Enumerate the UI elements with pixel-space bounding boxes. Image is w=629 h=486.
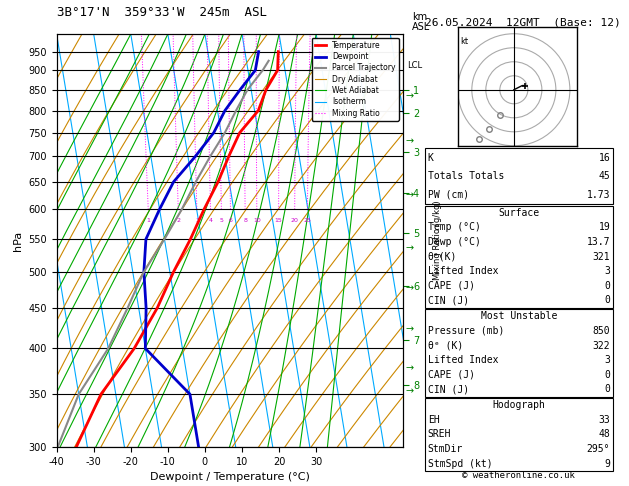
Text: 3B°17'N  359°33'W  245m  ASL: 3B°17'N 359°33'W 245m ASL [57,6,267,19]
Text: LCL: LCL [407,61,422,70]
Text: →: → [406,284,414,294]
Text: 3: 3 [604,355,610,365]
Text: SREH: SREH [428,430,451,439]
Text: 0: 0 [604,370,610,380]
Text: 9: 9 [604,459,610,469]
Text: 16: 16 [598,153,610,162]
Text: 0: 0 [604,295,610,305]
Text: 20: 20 [291,218,299,224]
Y-axis label: hPa: hPa [13,230,23,251]
Text: →: → [406,386,414,397]
Text: Lifted Index: Lifted Index [428,266,498,276]
Text: Hodograph: Hodograph [493,400,545,410]
X-axis label: Dewpoint / Temperature (°C): Dewpoint / Temperature (°C) [150,472,309,483]
Text: 322: 322 [593,341,610,350]
Text: CIN (J): CIN (J) [428,295,469,305]
Text: 13.7: 13.7 [587,237,610,247]
Text: K: K [428,153,433,162]
Text: Temp (°C): Temp (°C) [428,223,481,232]
Text: 26.05.2024  12GMT  (Base: 12): 26.05.2024 12GMT (Base: 12) [425,17,620,27]
Text: PW (cm): PW (cm) [428,190,469,200]
Text: CAPE (J): CAPE (J) [428,281,475,291]
Text: Totals Totals: Totals Totals [428,171,504,181]
Text: →: → [406,364,414,373]
Text: 1: 1 [147,218,151,224]
Text: 0: 0 [604,281,610,291]
Text: →: → [406,325,414,334]
Text: Surface: Surface [498,208,540,218]
Text: Lifted Index: Lifted Index [428,355,498,365]
Legend: Temperature, Dewpoint, Parcel Trajectory, Dry Adiabat, Wet Adiabat, Isotherm, Mi: Temperature, Dewpoint, Parcel Trajectory… [311,38,399,121]
Text: © weatheronline.co.uk: © weatheronline.co.uk [462,471,576,480]
Text: 5: 5 [220,218,223,224]
Text: →: → [406,243,414,253]
Text: 6: 6 [229,218,233,224]
Text: kt: kt [460,36,469,46]
Text: 33: 33 [598,415,610,425]
Text: 15: 15 [275,218,282,224]
Text: 3: 3 [195,218,199,224]
Text: StmDir: StmDir [428,444,463,454]
Text: 19: 19 [598,223,610,232]
Text: StmSpd (kt): StmSpd (kt) [428,459,493,469]
Text: 3: 3 [604,266,610,276]
Text: 8: 8 [243,218,247,224]
Text: 48: 48 [598,430,610,439]
Text: Most Unstable: Most Unstable [481,312,557,321]
Text: 4: 4 [209,218,213,224]
Text: Dewp (°C): Dewp (°C) [428,237,481,247]
Text: 321: 321 [593,252,610,261]
Text: →: → [406,91,414,102]
Text: ASL: ASL [412,21,430,32]
Text: →: → [406,136,414,146]
Text: →: → [406,191,414,200]
Text: 295°: 295° [587,444,610,454]
Text: θᵉ (K): θᵉ (K) [428,341,463,350]
Text: 2: 2 [177,218,181,224]
Text: 10: 10 [253,218,261,224]
Text: Mixing Ratio (g/kg): Mixing Ratio (g/kg) [433,201,442,280]
Text: 45: 45 [598,171,610,181]
Text: CAPE (J): CAPE (J) [428,370,475,380]
Text: θᵉ(K): θᵉ(K) [428,252,457,261]
Text: km: km [412,12,427,22]
Text: 1.73: 1.73 [587,190,610,200]
Text: CIN (J): CIN (J) [428,384,469,394]
Text: EH: EH [428,415,440,425]
Text: 25: 25 [303,218,311,224]
Text: 0: 0 [604,384,610,394]
Text: 850: 850 [593,326,610,336]
Text: Pressure (mb): Pressure (mb) [428,326,504,336]
